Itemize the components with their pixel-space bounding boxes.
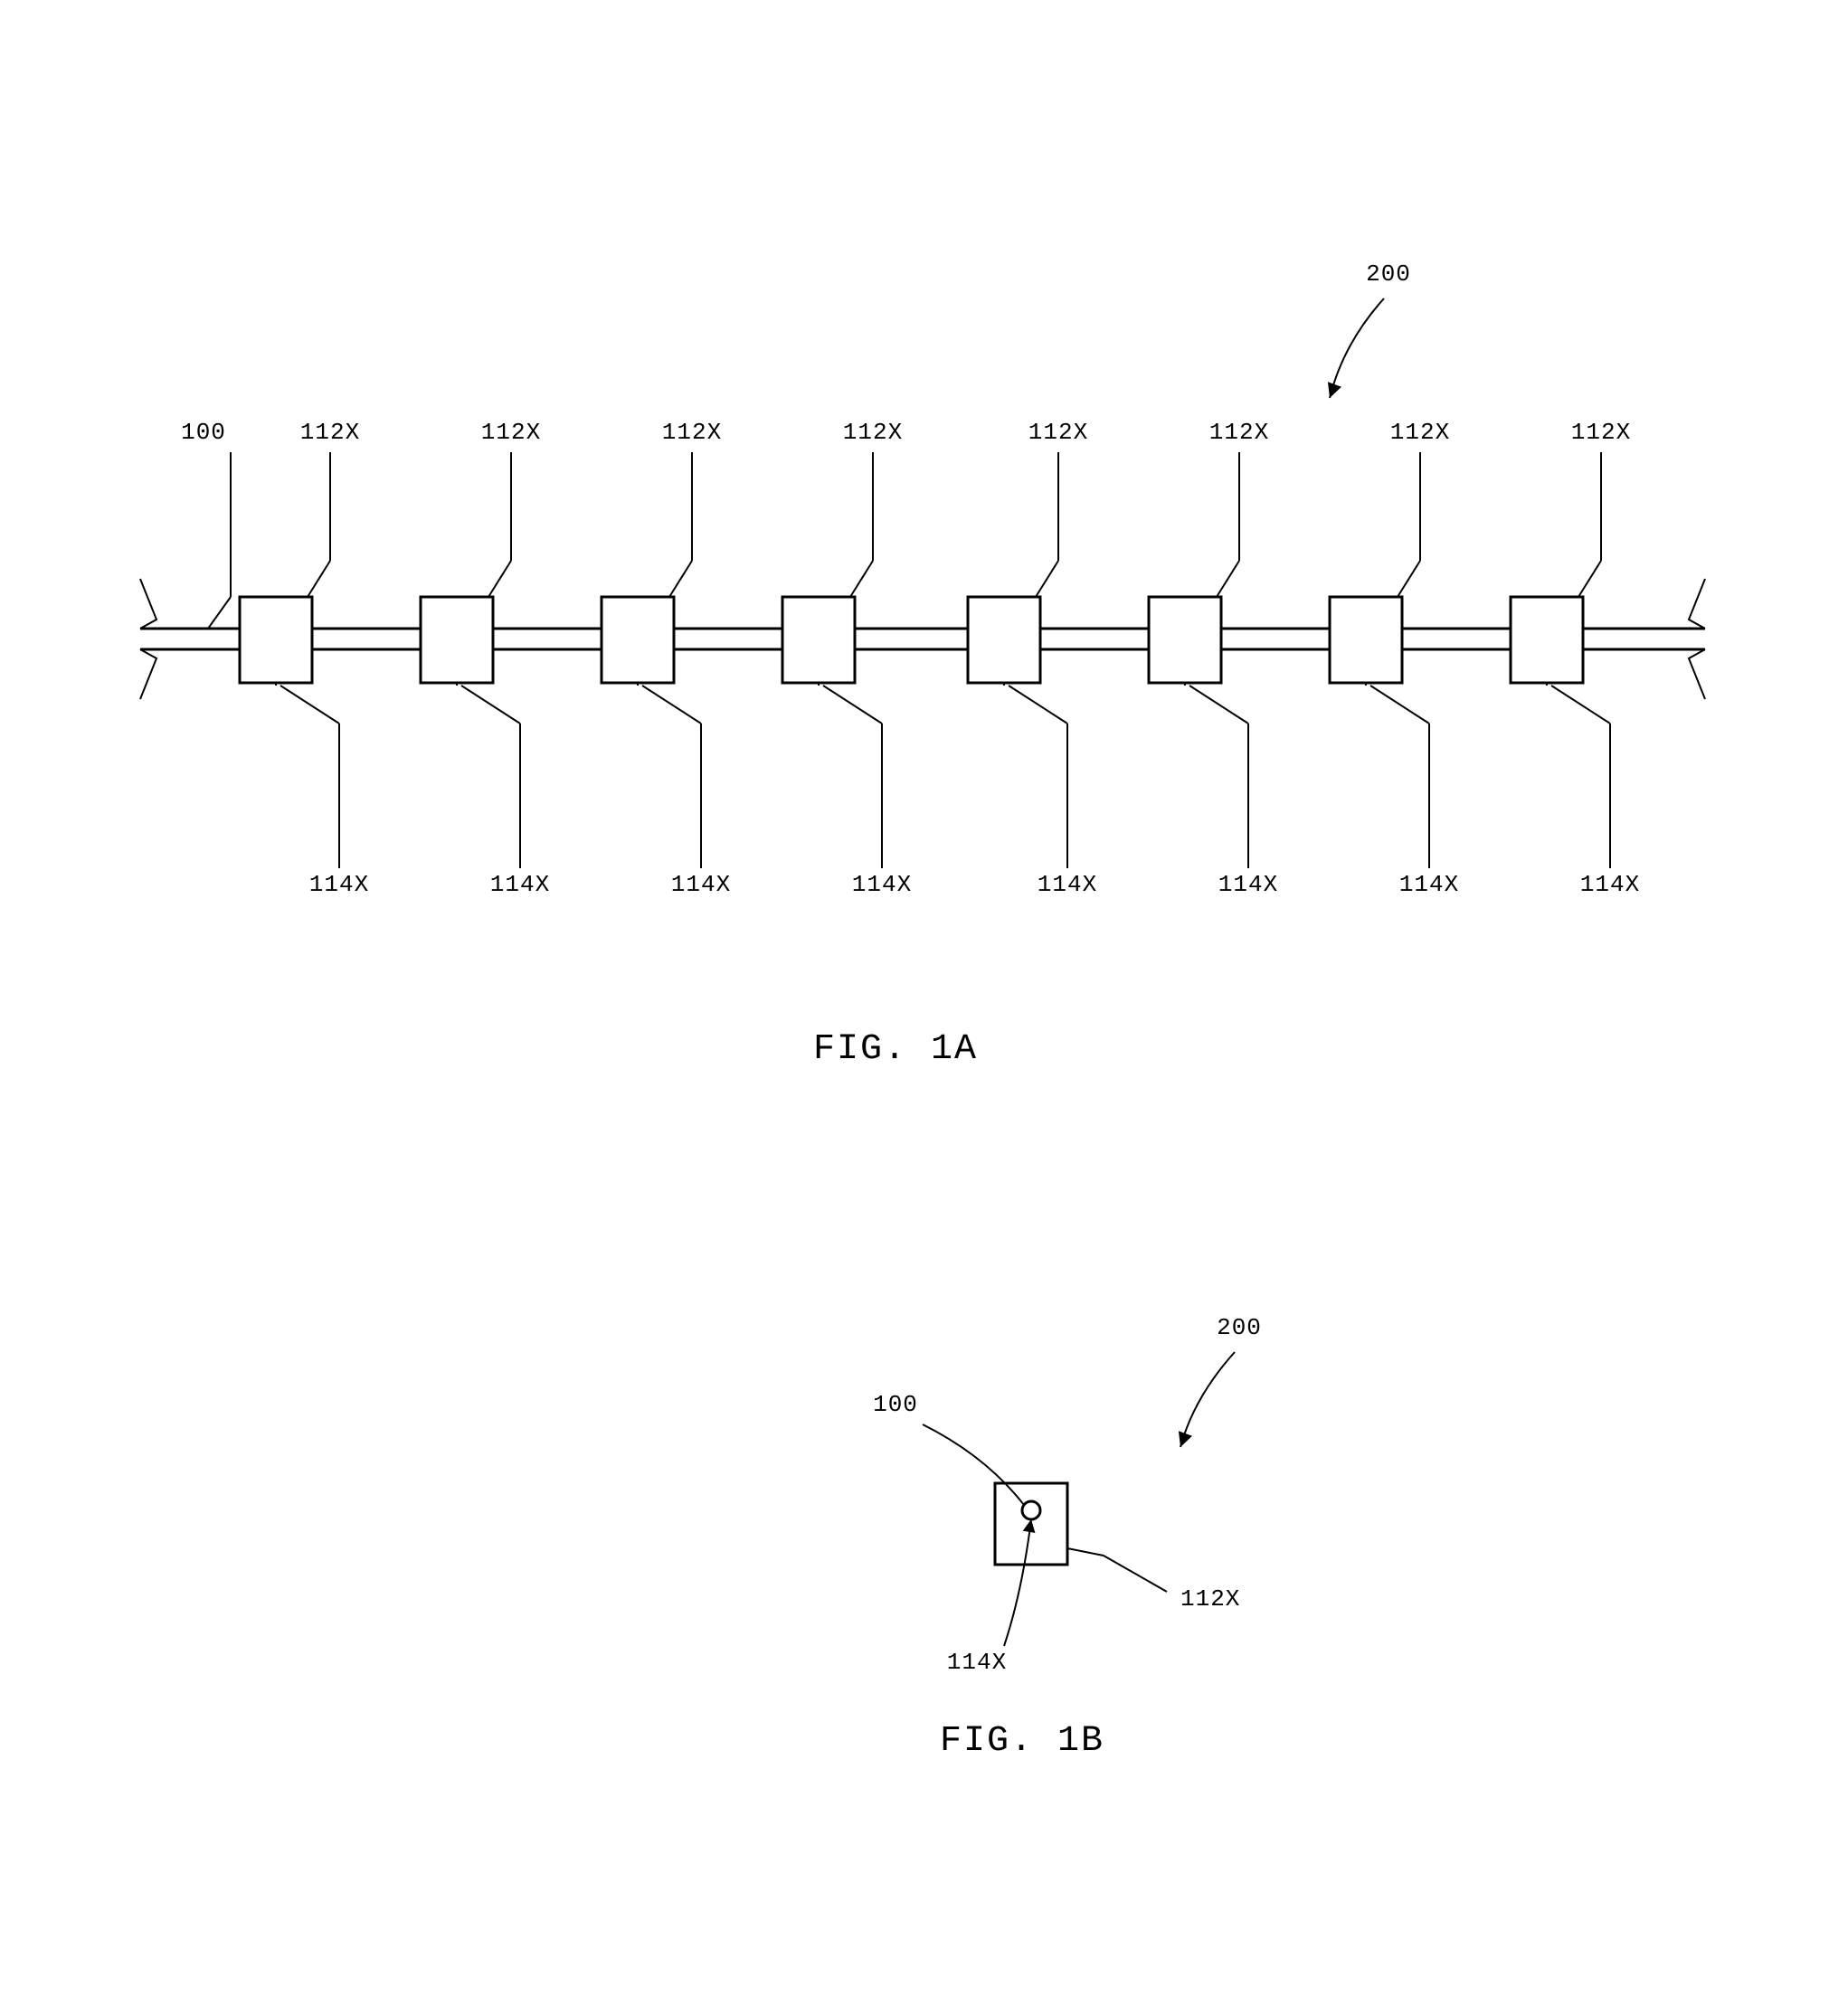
svg-text:FIG. 1B: FIG. 1B <box>940 1721 1104 1762</box>
svg-text:112X: 112X <box>1571 419 1631 446</box>
svg-text:114X: 114X <box>947 1649 1007 1676</box>
technical-drawing: 100 200 112X 114X 112X 114X 112X 114X 112X 114X 11… <box>0 0 1848 2015</box>
svg-text:114X: 114X <box>309 871 369 898</box>
svg-text:112X: 112X <box>1390 419 1450 446</box>
svg-text:114X: 114X <box>852 871 912 898</box>
svg-text:114X: 114X <box>490 871 550 898</box>
svg-text:112X: 112X <box>843 419 903 446</box>
svg-text:112X: 112X <box>1180 1585 1240 1613</box>
svg-text:114X: 114X <box>1038 871 1097 898</box>
svg-text:112X: 112X <box>300 419 360 446</box>
svg-text:114X: 114X <box>1218 871 1278 898</box>
svg-text:112X: 112X <box>662 419 722 446</box>
svg-text:100: 100 <box>873 1391 918 1418</box>
svg-text:100: 100 <box>181 419 226 446</box>
svg-text:114X: 114X <box>1399 871 1459 898</box>
svg-text:114X: 114X <box>671 871 731 898</box>
svg-text:112X: 112X <box>1028 419 1088 446</box>
svg-text:112X: 112X <box>1209 419 1269 446</box>
svg-text:200: 200 <box>1366 260 1411 288</box>
svg-text:114X: 114X <box>1580 871 1640 898</box>
svg-text:FIG. 1A: FIG. 1A <box>813 1029 978 1070</box>
svg-text:200: 200 <box>1217 1314 1262 1341</box>
svg-text:112X: 112X <box>481 419 541 446</box>
